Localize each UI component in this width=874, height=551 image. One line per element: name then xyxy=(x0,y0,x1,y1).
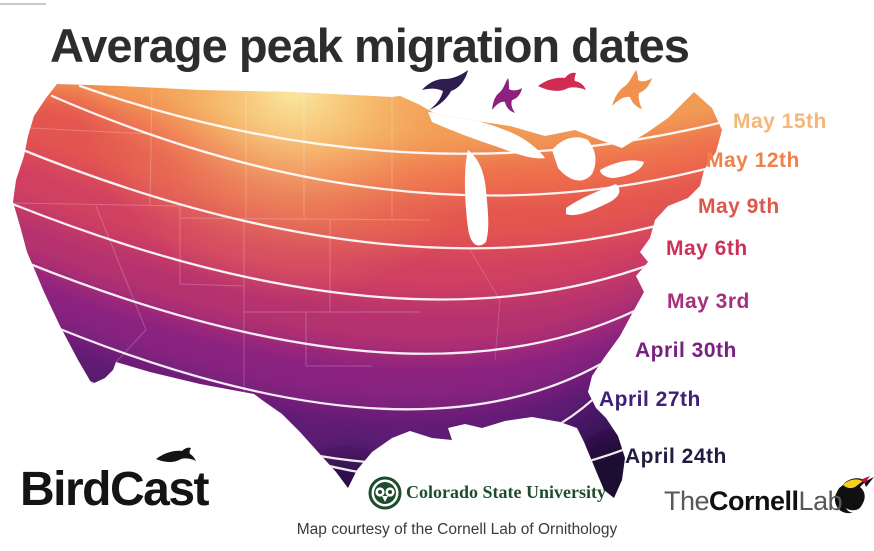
screenshot-edge-artifact xyxy=(0,3,46,5)
page-title: Average peak migration dates xyxy=(50,19,690,72)
contour-may-9 xyxy=(16,146,717,250)
date-label-may-12: May 12th xyxy=(706,149,800,172)
bird-silhouettes xyxy=(422,70,652,113)
date-label-may-3: May 3rd xyxy=(667,290,750,313)
magenta-bird-icon xyxy=(492,78,522,113)
lake-huron xyxy=(552,137,596,181)
birdcast-logo-text: BirdCast xyxy=(20,463,210,516)
lake-erie xyxy=(566,184,620,216)
state-borders xyxy=(13,89,501,398)
date-label-may-9: May 9th xyxy=(698,195,780,218)
date-label-may-6: May 6th xyxy=(666,237,748,260)
map-caption: Map courtesy of the Cornell Lab of Ornit… xyxy=(296,521,618,538)
dark-purple-bird-icon xyxy=(422,70,468,110)
cornell-logo-cornell: Cornell xyxy=(709,486,799,516)
cornell-logo-lab: Lab xyxy=(798,486,843,516)
contour-may-6 xyxy=(13,201,692,301)
crimson-bird-icon xyxy=(538,72,586,91)
contour-apr-30 xyxy=(36,318,640,411)
lake-ontario xyxy=(600,160,644,178)
cornell-logo-the: The xyxy=(664,486,710,516)
date-label-apr-27: April 27th xyxy=(599,388,701,411)
great-lakes xyxy=(428,112,644,246)
contour-may-15 xyxy=(78,84,722,155)
csu-ram-logo xyxy=(368,476,402,510)
birdcast-bird-icon xyxy=(156,447,196,463)
date-label-may-15: May 15th xyxy=(733,110,827,133)
lake-michigan xyxy=(464,150,489,246)
contour-may-12 xyxy=(50,94,722,197)
cornell-bird-icon xyxy=(834,476,874,514)
csu-logo-text: Colorado State University xyxy=(406,482,606,502)
date-label-apr-30: April 30th xyxy=(635,339,737,362)
cornell-lab-logo-text: TheCornellLab xyxy=(664,486,843,517)
florida-dark-zone xyxy=(569,428,665,498)
contour-may-3 xyxy=(18,258,667,355)
lake-superior xyxy=(428,112,545,159)
date-label-apr-24: April 24th xyxy=(625,445,727,468)
orange-bird-icon xyxy=(612,70,652,109)
